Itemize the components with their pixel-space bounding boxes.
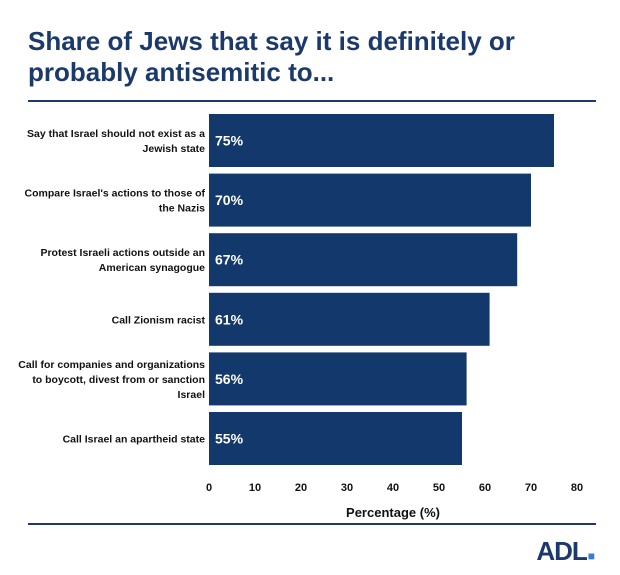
x-tick-label: 10 — [249, 482, 261, 494]
bar-chart: 75% Say that Israel should not exist as a… — [18, 114, 583, 494]
bar — [209, 173, 531, 227]
bar-value-label: 75% — [215, 133, 244, 149]
x-axis-title: Percentage (%) — [346, 505, 440, 520]
bar-value-label: 61% — [215, 311, 244, 327]
x-tick-label: 70 — [525, 482, 537, 494]
x-tick-label: 0 — [206, 482, 212, 494]
x-tick-label: 40 — [387, 482, 399, 494]
footer-divider — [28, 523, 596, 525]
chart-title: Share of Jews that say it is definitely … — [28, 26, 515, 87]
x-tick-label: 20 — [295, 482, 307, 494]
bar-value-label: 70% — [215, 192, 244, 208]
x-tick-label: 80 — [571, 482, 583, 494]
x-tick-label: 30 — [341, 482, 353, 494]
title-divider — [28, 100, 596, 102]
x-tick-label: 60 — [479, 482, 491, 494]
category-label: Compare Israel's actions to those of — [25, 188, 206, 200]
bar — [209, 352, 467, 406]
category-label: Jewish state — [143, 143, 206, 155]
bar — [209, 233, 518, 287]
bar-value-label: 55% — [215, 431, 244, 447]
logo-dot: ■ — [587, 549, 595, 563]
category-label: American synagogue — [99, 262, 205, 274]
logo-text: ADL — [536, 536, 587, 566]
category-label: to boycott, divest from or sanction — [32, 374, 205, 386]
category-label: the Nazis — [159, 203, 205, 215]
bar — [209, 412, 462, 465]
category-label: Say that Israel should not exist as a — [27, 128, 205, 140]
category-label: Call Israel an apartheid state — [63, 434, 206, 446]
category-label: Call for companies and organizations — [18, 359, 205, 371]
bar-value-label: 56% — [215, 371, 244, 387]
category-label: Israel — [178, 389, 206, 401]
bar — [209, 114, 554, 167]
category-label: Protest Israeli actions outside an — [40, 247, 205, 259]
bar-value-label: 67% — [215, 252, 244, 268]
x-tick-label: 50 — [433, 482, 445, 494]
bar — [209, 292, 490, 346]
category-label: Call Zionism racist — [112, 314, 206, 326]
adl-logo: ADL■ — [536, 536, 595, 567]
